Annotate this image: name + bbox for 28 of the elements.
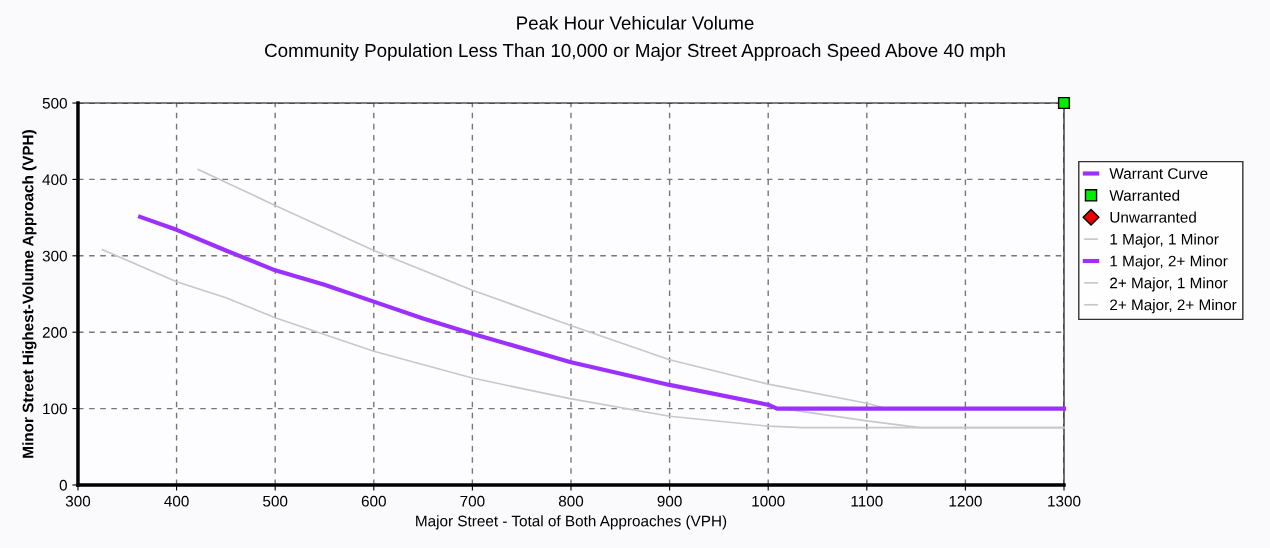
x-tick-label: 500 (263, 495, 288, 507)
x-tick-label: 600 (361, 495, 386, 507)
chart-subtitle: Community Population Less Than 10,000 or Major Street Approach Speed Above 40 mph (265, 43, 1005, 61)
legend-label: 2+ Major, 1 Minor (1110, 277, 1228, 292)
legend-label: 1 Major, 1 Minor (1110, 233, 1219, 248)
y-tick-label: 100 (43, 403, 67, 415)
x-tick-label: 1300 (1048, 495, 1081, 507)
x-tick-label: 800 (558, 495, 584, 507)
y-axis-title: Minor Street Highest-Volume Approach (VPH) (22, 130, 37, 458)
y-tick-label: 500 (42, 97, 67, 109)
x-tick-label: 1200 (949, 495, 982, 507)
legend-label: Warrant Curve (1109, 168, 1208, 179)
x-tick-label: 700 (460, 495, 485, 507)
legend-label: 2+ Major, 2+ Minor (1110, 299, 1237, 314)
x-tick-label: 400 (164, 495, 189, 507)
x-axis-title: Major Street - Total of Both Approaches (VPH) (416, 515, 727, 530)
legend-label: Unwarranted (1110, 211, 1196, 223)
y-tick-label: 0 (59, 479, 67, 491)
y-tick-label: 300 (42, 250, 67, 262)
chart-title: Peak Hour Vehicular Volume (517, 15, 754, 30)
x-tick-label: 1000 (752, 495, 785, 507)
legend-label: 1 Major, 2+ Minor (1110, 255, 1228, 270)
legend-label: Warranted (1109, 189, 1180, 201)
x-tick-label: 900 (657, 495, 682, 507)
y-tick-label: 400 (42, 174, 67, 186)
y-tick-label: 200 (42, 327, 67, 338)
x-tick-label: 1100 (851, 495, 883, 507)
x-tick-label: 300 (65, 495, 91, 507)
